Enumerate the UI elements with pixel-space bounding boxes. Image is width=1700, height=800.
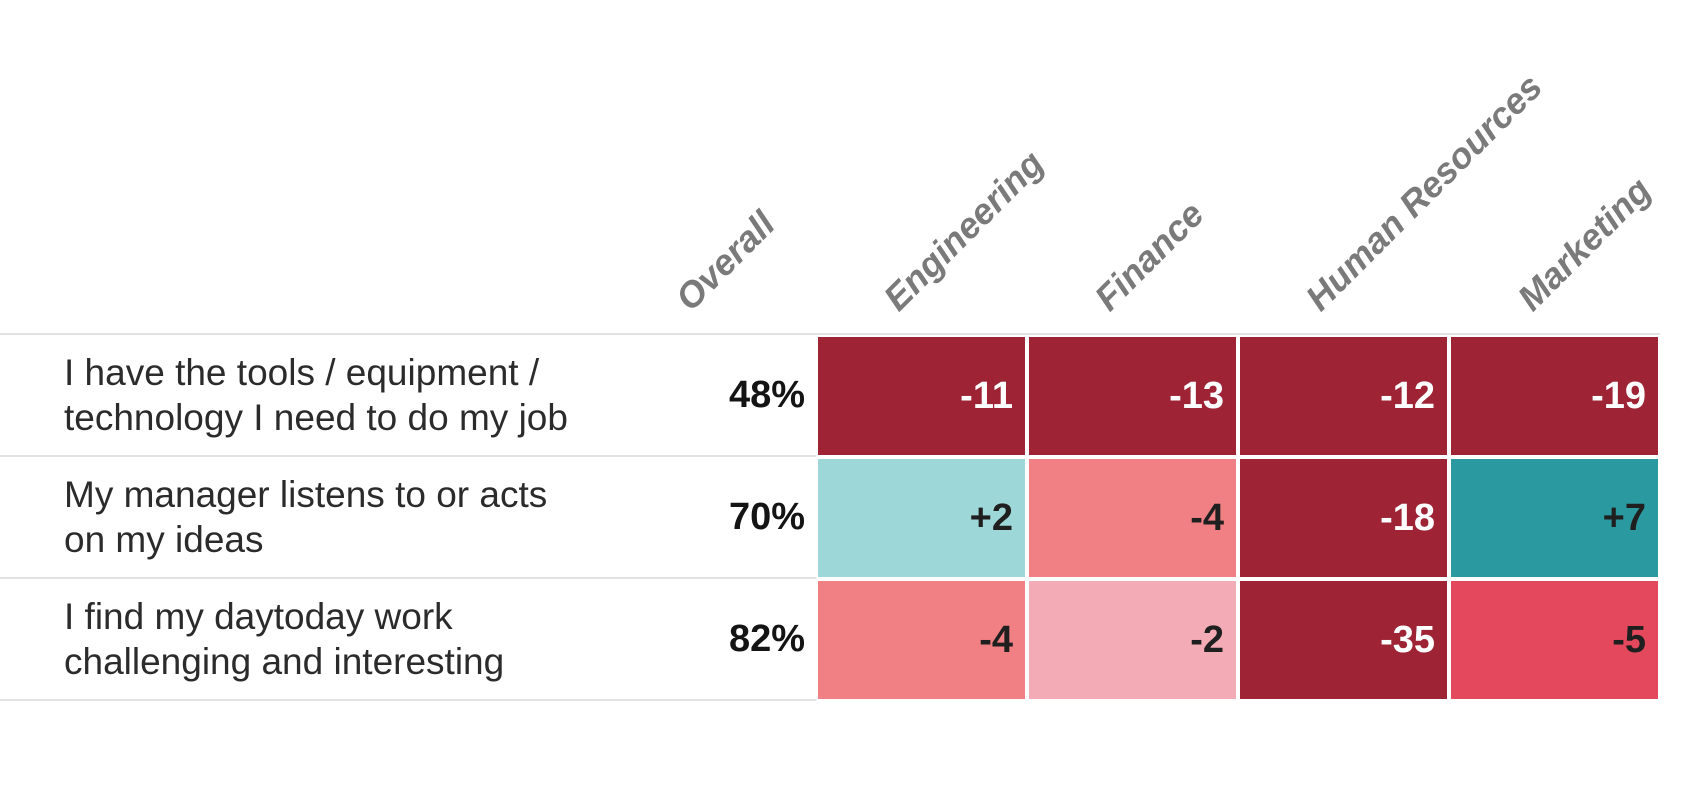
heatmap-cell: +2 [816,457,1027,579]
heatmap-cell: +7 [1449,457,1660,579]
question-label-line: I find my daytoday work [64,596,453,637]
column-header-overall: Overall [667,203,783,319]
column-header-human-resources: Human Resources [1297,65,1550,319]
table-row: I find my daytoday work challenging and … [0,579,1660,701]
question-label: I have the tools / equipment / technolog… [0,335,660,457]
heatmap-cell: -19 [1449,335,1660,457]
heatmap-cell: -13 [1027,335,1238,457]
overall-value: 70% [660,457,816,579]
heatmap-cell: -11 [816,335,1027,457]
column-header-marketing: Marketing [1509,169,1659,319]
heatmap-cell: -4 [816,579,1027,701]
heatmap-table: I have the tools / equipment / technolog… [0,333,1660,701]
question-label-line: My manager listens to or acts [64,474,548,515]
column-header-finance: Finance [1086,193,1212,319]
question-label-line: technology I need to do my job [64,397,568,438]
column-headers: Overall Engineering Finance Human Resour… [0,0,1660,333]
heatmap-cell: -18 [1238,457,1449,579]
column-header-engineering: Engineering [875,142,1052,319]
overall-value: 82% [660,579,816,701]
heatmap-cell: -5 [1449,579,1660,701]
question-label: I find my daytoday work challenging and … [0,579,660,701]
question-label-line: on my ideas [64,519,264,560]
overall-value: 48% [660,335,816,457]
table-row: I have the tools / equipment / technolog… [0,335,1660,457]
question-label-line: challenging and interesting [64,641,505,682]
heatmap-cell: -4 [1027,457,1238,579]
heatmap-cell: -35 [1238,579,1449,701]
table-row: My manager listens to or acts on my idea… [0,457,1660,579]
heatmap-cell: -2 [1027,579,1238,701]
question-label: My manager listens to or acts on my idea… [0,457,660,579]
heatmap-cell: -12 [1238,335,1449,457]
question-label-line: I have the tools / equipment / [64,352,540,393]
